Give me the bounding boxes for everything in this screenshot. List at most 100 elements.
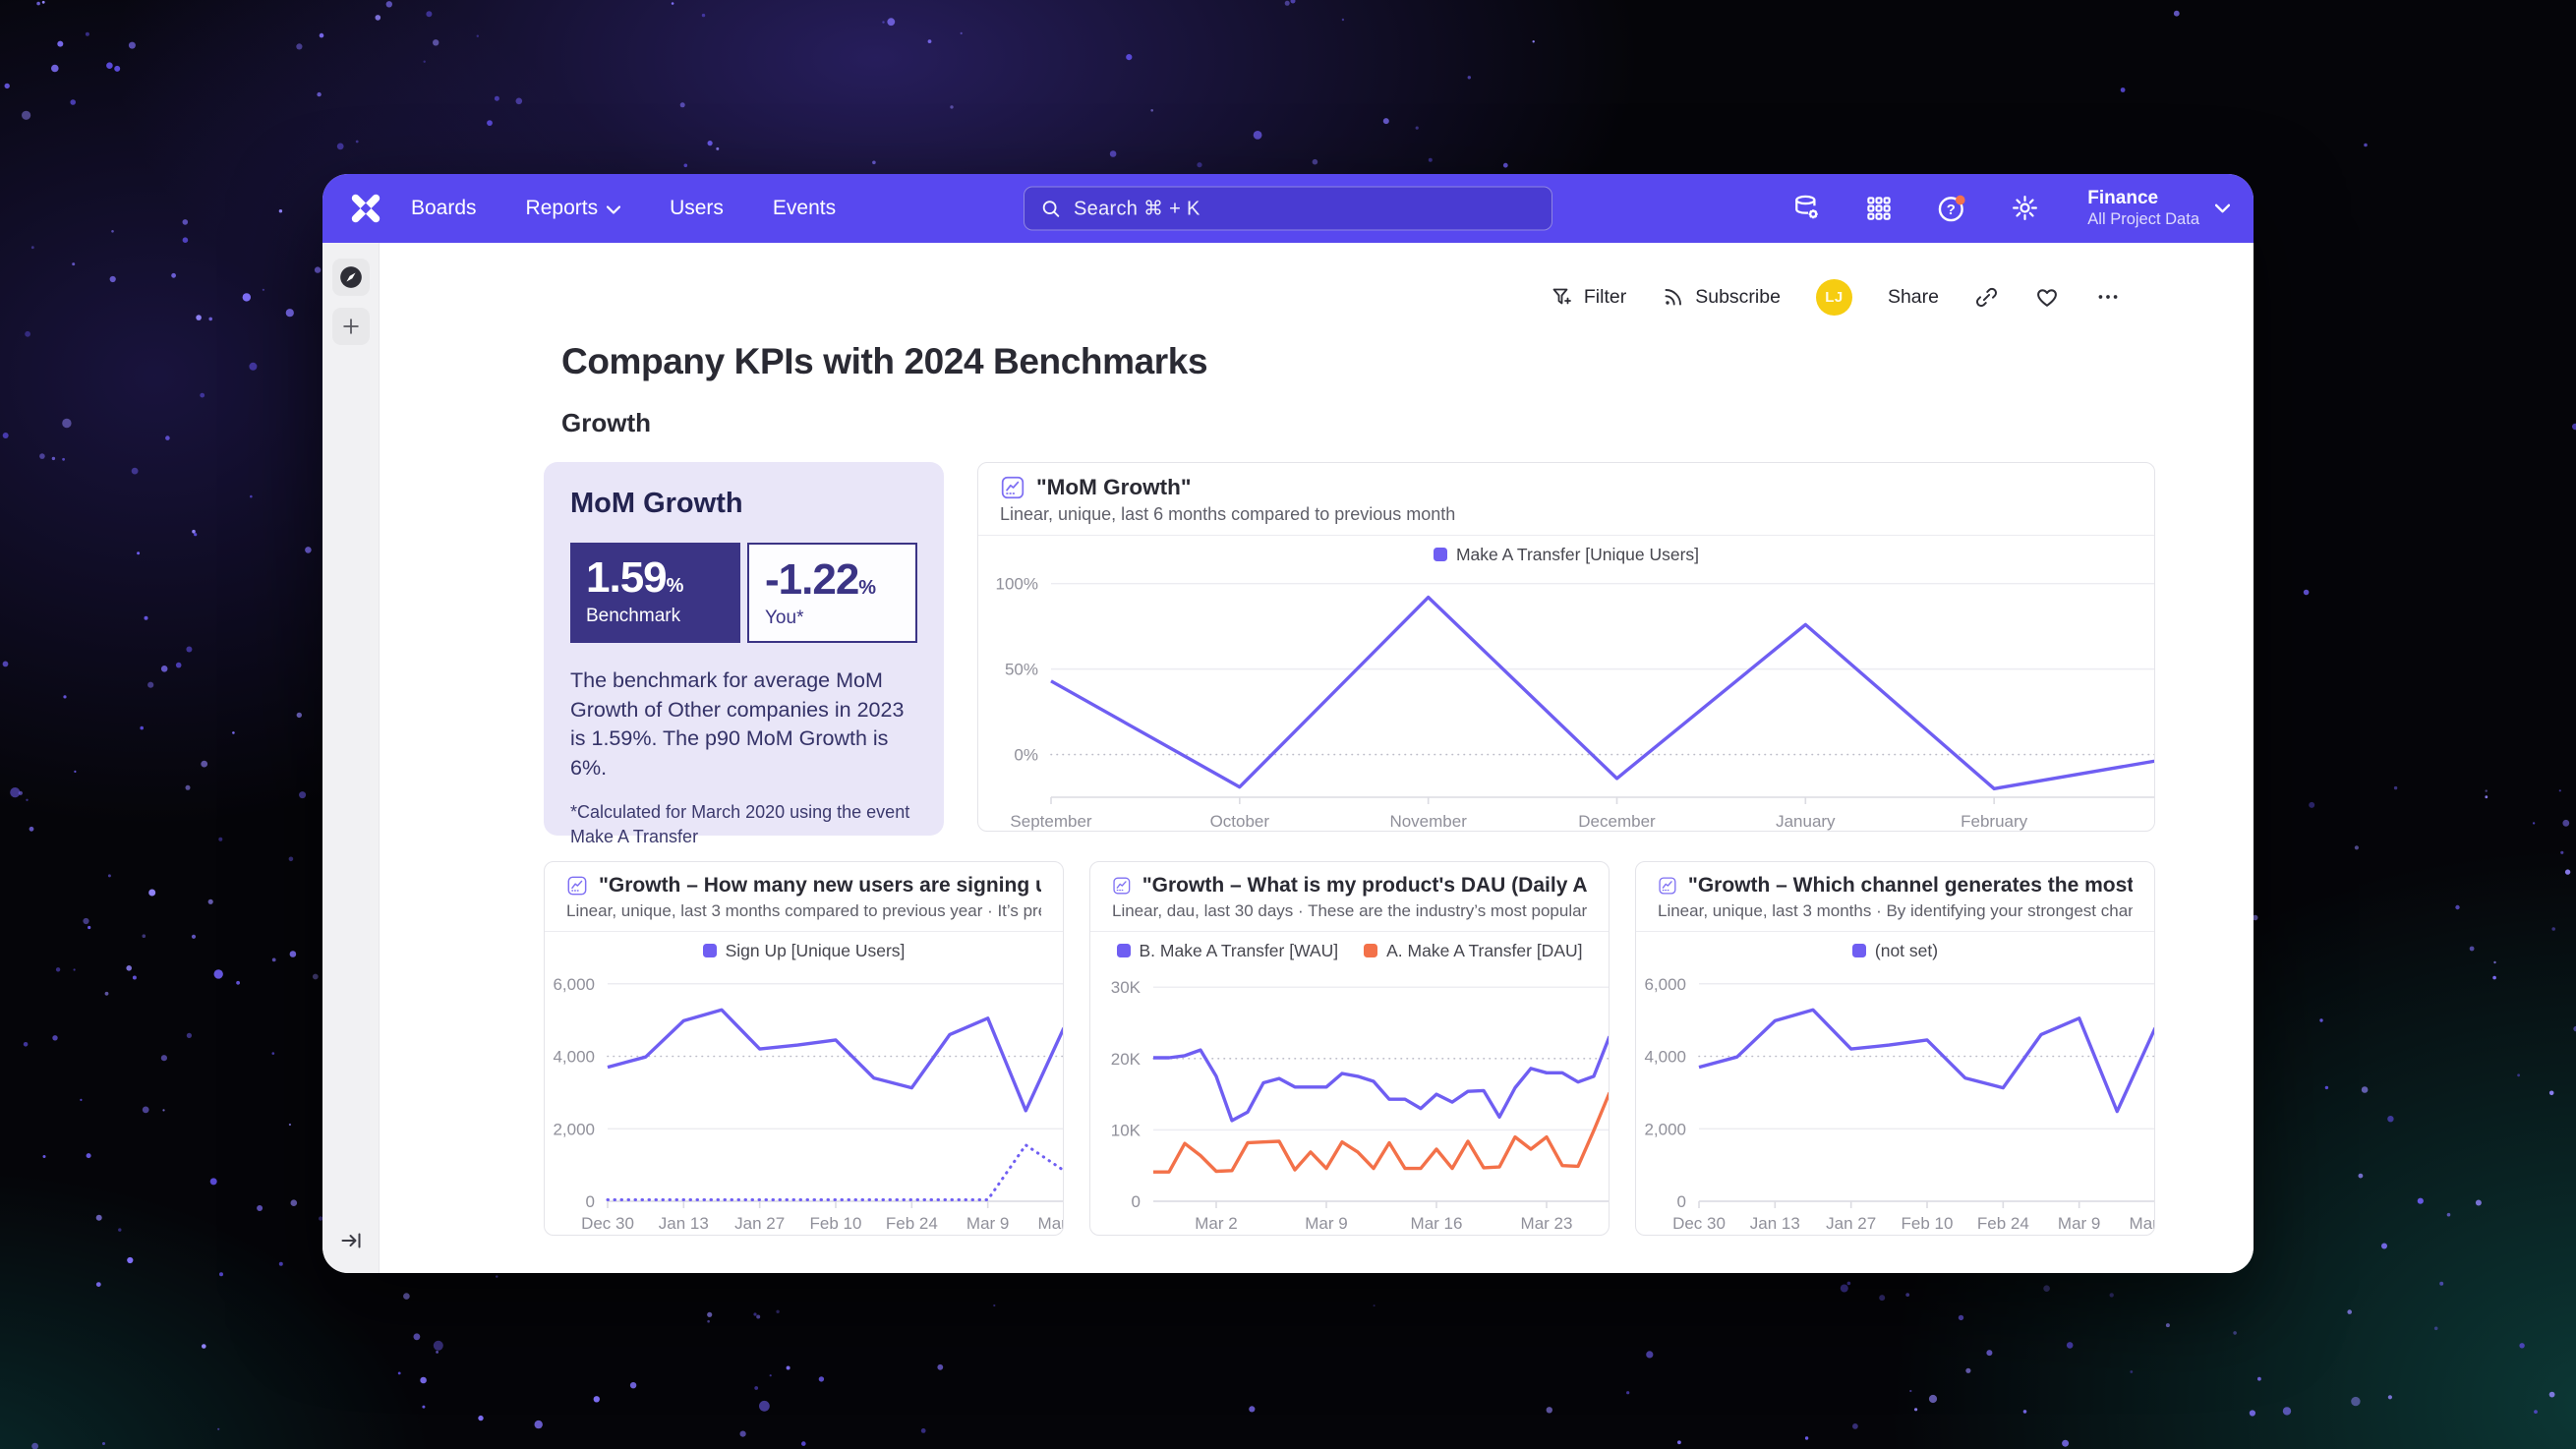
you-label: You*	[765, 608, 804, 629]
svg-text:January: January	[1776, 812, 1836, 831]
nav-item-boards[interactable]: Boards	[411, 197, 477, 220]
chart-subtitle: Linear, unique, last 3 months compared t…	[566, 901, 1041, 920]
chart-header: "Growth – What is my product's DAU (Dail…	[1090, 862, 1609, 932]
help-icon[interactable]: ?	[1934, 191, 1969, 226]
svg-text:2,000: 2,000	[1644, 1120, 1686, 1138]
legend-item[interactable]: Make A Transfer [Unique Users]	[1433, 545, 1699, 565]
nav-item-label: Reports	[525, 197, 599, 219]
you-value: -1.22	[765, 555, 859, 604]
benchmark-card-title: MoM Growth	[570, 488, 743, 519]
avatar[interactable]: LJ	[1815, 278, 1852, 316]
search-input[interactable]: Search ⌘ + K	[1024, 186, 1552, 231]
svg-text:Jan 27: Jan 27	[734, 1214, 785, 1233]
line-chart-icon	[1001, 476, 1025, 499]
chart-title[interactable]: "Growth – How many new users are signing…	[598, 874, 1041, 897]
legend-swatch	[702, 944, 717, 957]
cards-row-2: "Growth – How many new users are signing…	[544, 861, 2155, 1236]
chart-header: "Growth – How many new users are signing…	[545, 862, 1063, 932]
mom-growth-line-chart[interactable]: 0% 50% 100% September October November Decembe…	[978, 565, 2155, 832]
chart-subtitle: Linear, unique, last 6 months compared t…	[1000, 504, 1456, 524]
svg-text:Dec 30: Dec 30	[1672, 1214, 1726, 1233]
svg-text:6,000: 6,000	[1644, 975, 1686, 994]
line-chart-icon	[567, 876, 587, 896]
legend-label: B. Make A Transfer [WAU]	[1139, 940, 1339, 960]
more-options-button[interactable]	[2095, 284, 2121, 310]
signups-line-chart[interactable]: 0 2,000 4,000 6,000 Dec 30 Jan 13 Jan 27 Feb 10…	[545, 961, 1064, 1236]
svg-text:Jan 27: Jan 27	[1826, 1214, 1876, 1233]
copy-link-button[interactable]	[1974, 285, 1999, 310]
legend-item[interactable]: A. Make A Transfer [DAU]	[1364, 940, 1583, 961]
chart-legend: Make A Transfer [Unique Users]	[978, 544, 2154, 565]
chart-title[interactable]: "Growth – What is my product's DAU (Dail…	[1142, 874, 1587, 897]
chart-subtitle: Linear, unique, last 3 months · By ident…	[1658, 901, 2133, 920]
svg-text:Feb 10: Feb 10	[810, 1214, 862, 1233]
legend-label: A. Make A Transfer [DAU]	[1386, 940, 1583, 960]
svg-text:Mar 23: Mar 23	[2130, 1214, 2155, 1233]
chart-title[interactable]: "Growth – Which channel generates the mo…	[1687, 874, 2133, 897]
chart-card-channels[interactable]: "Growth – Which channel generates the mo…	[1635, 861, 2155, 1236]
svg-text:10K: 10K	[1111, 1121, 1142, 1139]
dau-line-chart[interactable]: 0 10K 20K 30K Mar 2 Mar 9 Mar 16 Mar 23	[1090, 961, 1610, 1236]
legend-item[interactable]: (not set)	[1851, 941, 1938, 961]
benchmark-footnote: *Calculated for March 2020 using the eve…	[570, 801, 910, 846]
filter-button[interactable]: Filter	[1551, 285, 1626, 309]
apps-grid-icon[interactable]	[1861, 191, 1897, 226]
svg-text:20K: 20K	[1111, 1050, 1142, 1069]
project-switcher[interactable]: Finance All Project Data	[2087, 187, 2230, 230]
chart-title[interactable]: "MoM Growth"	[1036, 475, 1192, 499]
legend-label: Sign Up [Unique Users]	[725, 940, 906, 960]
chart-card-signups[interactable]: "Growth – How many new users are signing…	[544, 861, 1064, 1236]
favorite-button[interactable]	[2034, 284, 2060, 310]
svg-text:Feb 24: Feb 24	[1977, 1214, 2029, 1233]
expand-sidebar-icon[interactable]	[332, 1222, 370, 1259]
svg-text:0: 0	[1677, 1192, 1686, 1211]
benchmark-label: Benchmark	[586, 606, 681, 627]
share-label: Share	[1887, 285, 1939, 308]
project-scope: All Project Data	[2087, 209, 2199, 228]
svg-text:Mar 23: Mar 23	[1521, 1214, 1573, 1233]
page-title: Company KPIs with 2024 Benchmarks	[561, 341, 1208, 381]
legend-swatch	[1364, 944, 1378, 957]
board-toolbar: Filter Subscribe LJ Share	[544, 276, 2121, 318]
chevron-down-icon	[607, 204, 621, 214]
chart-header: "Growth – Which channel generates the mo…	[1636, 862, 2154, 932]
app-window: Boards Reports Users Events Search ⌘ + K	[322, 174, 2254, 1273]
compass-icon[interactable]	[331, 259, 370, 296]
settings-gear-icon[interactable]	[2007, 191, 2042, 226]
share-button[interactable]: Share	[1888, 286, 1939, 309]
data-management-icon[interactable]	[1788, 191, 1824, 226]
filter-funnel-icon	[1552, 288, 1571, 305]
nav-item-events[interactable]: Events	[773, 197, 836, 220]
nav-item-reports[interactable]: Reports	[526, 197, 621, 220]
legend-item[interactable]: B. Make A Transfer [WAU]	[1116, 940, 1339, 961]
svg-text:30K: 30K	[1111, 978, 1142, 997]
plus-icon[interactable]	[331, 308, 370, 345]
benchmark-description: The benchmark for average MoM Growth of …	[570, 668, 905, 780]
svg-text:Jan 13: Jan 13	[1750, 1214, 1800, 1233]
channels-line-chart[interactable]: 0 2,000 4,000 6,000 Dec 30 Jan 13 Jan 27 Feb 10…	[1636, 961, 2155, 1236]
svg-text:Feb 10: Feb 10	[1902, 1214, 1954, 1233]
rss-icon	[1665, 289, 1682, 306]
benchmark-unit: %	[666, 575, 684, 597]
subscribe-button[interactable]: Subscribe	[1662, 285, 1781, 309]
more-ellipsis-icon	[2098, 295, 2118, 299]
benchmark-stats: 1.59% Benchmark -1.22% You*	[570, 543, 917, 643]
search-placeholder: Search ⌘ + K	[1074, 198, 1200, 220]
chart-header: "MoM Growth" Linear, unique, last 6 mont…	[978, 463, 2154, 536]
svg-text:?: ?	[1947, 203, 1956, 218]
nav-item-users[interactable]: Users	[670, 197, 724, 220]
chart-card-dau[interactable]: "Growth – What is my product's DAU (Dail…	[1089, 861, 1610, 1236]
svg-text:Mar 23: Mar 23	[1038, 1214, 1064, 1233]
you-stat-box: -1.22% You*	[747, 543, 917, 643]
chart-legend: Sign Up [Unique Users]	[545, 940, 1063, 961]
nav-item-label: Boards	[411, 197, 477, 219]
nav-item-label: Events	[772, 197, 837, 219]
mixpanel-logo-icon[interactable]	[346, 189, 385, 228]
chart-subtitle: Linear, dau, last 30 days · These are th…	[1112, 901, 1587, 920]
legend-item[interactable]: Sign Up [Unique Users]	[702, 940, 906, 961]
svg-text:September: September	[1010, 812, 1091, 831]
section-title: Growth	[561, 408, 651, 437]
nav-item-label: Users	[670, 197, 724, 219]
chart-card-mom-growth[interactable]: "MoM Growth" Linear, unique, last 6 mont…	[977, 462, 2155, 832]
filter-label: Filter	[1583, 285, 1627, 308]
